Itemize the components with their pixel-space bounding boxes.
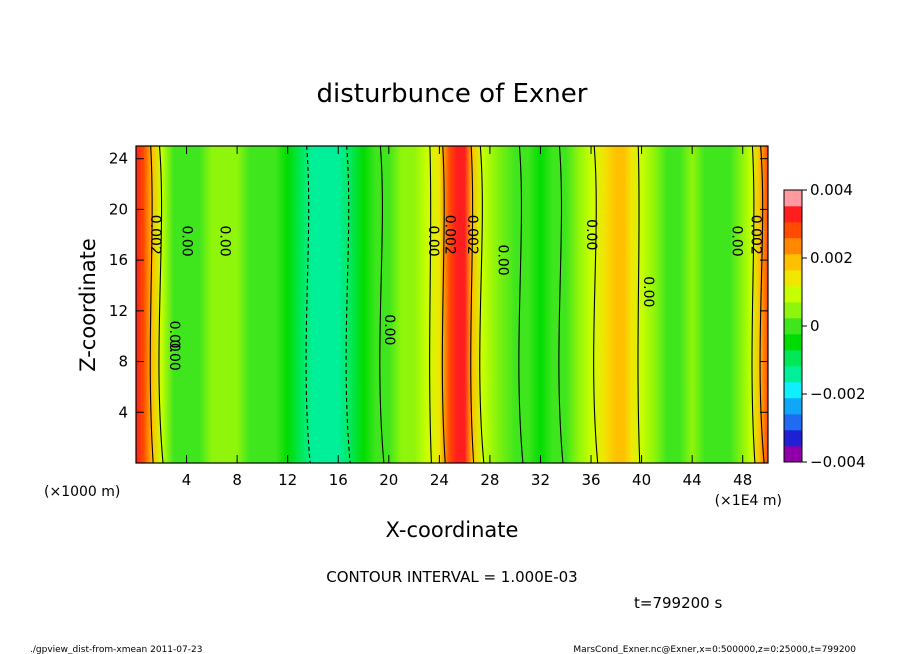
x-tick-label: 48 [733, 471, 752, 489]
contour-line [429, 146, 432, 463]
x-tick-label: 28 [480, 471, 499, 489]
colorbar-tick-label: −0.004 [810, 453, 866, 471]
footer-right: MarsCond_Exner.nc@Exner,x=0:500000,z=0:2… [573, 645, 856, 654]
y-tick-label: 24 [109, 150, 128, 168]
colorbar-tick-label: 0 [810, 317, 820, 335]
plot-area: 0.002 0.00 0.000.000.000.000.00 0.002 0.0020… [109, 145, 769, 489]
contour-interval-note: CONTOUR INTERVAL = 1.000E-03 [326, 568, 577, 586]
contour-labels: 0.002 0.00 0.000.000.000.000.00 0.002 0.0020… [147, 215, 763, 371]
colorbar-segment [784, 318, 802, 335]
colorbar-segment [784, 270, 802, 287]
x-tick-label: 4 [182, 471, 192, 489]
y-tick-label: 12 [109, 302, 128, 320]
colorbar-segment [784, 222, 802, 239]
plot-frame [135, 145, 769, 464]
x-tick-label: 16 [329, 471, 348, 489]
contour-label: 0.00 [728, 226, 744, 257]
contour-label: 0.00 [425, 226, 441, 257]
contour-label: 0.00 [166, 340, 182, 371]
contour-line [149, 146, 154, 463]
x-axis-ticks: 4 8 12 16 20 24 28 32 36 40 44 48 [182, 146, 752, 489]
footer-left: ./gpview_dist-from-xmean 2011-07-23 [30, 645, 202, 654]
colorbar-segment [784, 238, 802, 255]
colorbar-tick-labels: 0.004 0.002 0 −0.002 −0.004 [802, 181, 866, 471]
colorbar-segment [784, 398, 802, 415]
contour-label: 0.00 [381, 314, 397, 345]
field-fill [136, 146, 768, 463]
colorbar-segment [784, 254, 802, 271]
y-tick-label: 20 [109, 200, 128, 218]
colorbar-segment [784, 334, 802, 351]
contour-label: 0.002 [747, 215, 763, 255]
colorbar-segment [784, 350, 802, 367]
x-tick-label: 8 [232, 471, 242, 489]
x-tick-label: 20 [379, 471, 398, 489]
colorbar-tick-label: 0.004 [810, 181, 853, 199]
time-label: t=799200 s [634, 594, 722, 612]
chart-title: disturbunce of Exner [317, 79, 588, 109]
contour-lines [149, 146, 765, 463]
contour-line [158, 146, 164, 463]
contour-label: 0.002 [441, 215, 457, 255]
y-unit-label: (×1000 m) [44, 484, 120, 500]
x-tick-label: 44 [683, 471, 702, 489]
colorbar-segment [784, 414, 802, 431]
contour-line [593, 146, 599, 463]
contour-line [558, 146, 564, 463]
x-tick-label: 36 [581, 471, 600, 489]
colorbar-tick-label: −0.002 [810, 385, 866, 403]
colorbar: 0.004 0.002 0 −0.002 −0.004 [783, 181, 866, 471]
colorbar-segment [784, 366, 802, 383]
contour-line [305, 146, 311, 463]
colorbar-segments [784, 190, 802, 463]
x-unit-label: (×1E4 m) [715, 493, 782, 509]
contour-line [759, 146, 765, 463]
contour-label: 0.00 [216, 226, 232, 257]
contour-line [470, 146, 475, 463]
colorbar-segment [784, 286, 802, 303]
contour-line [751, 146, 756, 463]
contour-label: 0.00 [166, 321, 182, 352]
y-axis-label: Z-coordinate [76, 238, 100, 372]
colorbar-segment [784, 190, 802, 207]
contour-line [518, 146, 524, 463]
contour-line [345, 146, 351, 463]
colorbar-segment [784, 302, 802, 319]
x-axis-label: X-coordinate [386, 518, 519, 542]
colorbar-tick-label: 0.002 [810, 249, 853, 267]
y-tick-label: 4 [118, 403, 128, 421]
contour-line [479, 146, 485, 463]
contour-label: 0.00 [640, 276, 656, 307]
y-tick-label: 8 [118, 353, 128, 371]
x-tick-label: 24 [430, 471, 449, 489]
colorbar-segment [784, 446, 802, 463]
colorbar-segment [784, 206, 802, 223]
y-axis-ticks: 4 8 12 16 20 24 [109, 150, 768, 421]
contour-label: 0.00 [583, 219, 599, 250]
contour-label: 0.00 [179, 226, 195, 257]
contour-line [441, 146, 446, 463]
contour-line [637, 146, 641, 463]
contour-line [379, 146, 385, 463]
y-tick-label: 16 [109, 251, 128, 269]
x-tick-label: 40 [632, 471, 651, 489]
contour-label: 0.002 [147, 215, 163, 255]
contour-label: 0.002 [464, 215, 480, 255]
colorbar-segment [784, 382, 802, 399]
x-tick-label: 12 [278, 471, 297, 489]
x-tick-label: 32 [531, 471, 550, 489]
contour-label: 0.00 [495, 245, 511, 276]
colorbar-segment [784, 430, 802, 447]
